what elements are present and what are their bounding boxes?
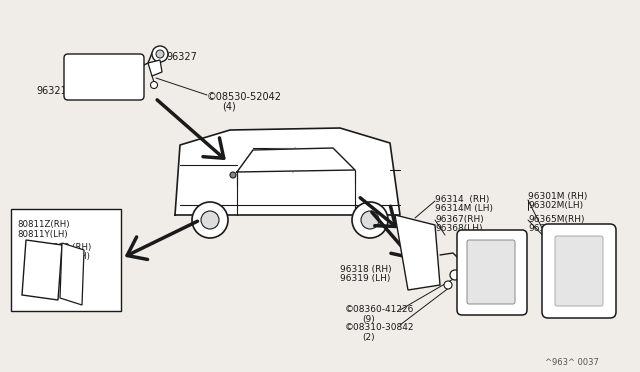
Polygon shape xyxy=(175,128,400,215)
Circle shape xyxy=(450,270,460,280)
Text: 96301M (RH): 96301M (RH) xyxy=(528,192,588,201)
Circle shape xyxy=(201,211,219,229)
Polygon shape xyxy=(60,243,84,305)
FancyBboxPatch shape xyxy=(11,209,121,311)
Circle shape xyxy=(192,202,228,238)
Text: 96368(LH): 96368(LH) xyxy=(435,224,483,233)
Text: 96327: 96327 xyxy=(166,52,197,62)
Text: (2): (2) xyxy=(362,333,374,342)
FancyBboxPatch shape xyxy=(467,240,515,304)
Text: 96314  (RH): 96314 (RH) xyxy=(435,195,490,204)
FancyBboxPatch shape xyxy=(457,230,527,315)
Text: (4): (4) xyxy=(222,101,236,111)
Text: ©08310-30842: ©08310-30842 xyxy=(345,323,415,332)
Circle shape xyxy=(156,50,164,58)
Text: 96318 (RH): 96318 (RH) xyxy=(340,265,392,274)
Text: (9): (9) xyxy=(362,315,375,324)
Text: 96365M(RH): 96365M(RH) xyxy=(528,215,584,224)
FancyBboxPatch shape xyxy=(64,54,144,100)
Text: 96314M (LH): 96314M (LH) xyxy=(435,204,493,213)
Text: ©08360-41226: ©08360-41226 xyxy=(345,305,414,314)
Polygon shape xyxy=(148,60,162,76)
Circle shape xyxy=(408,245,428,265)
Circle shape xyxy=(152,46,168,62)
Polygon shape xyxy=(237,148,355,172)
Text: 80811Z(RH): 80811Z(RH) xyxy=(17,220,70,229)
Polygon shape xyxy=(395,215,440,290)
Text: 80811Y(LH): 80811Y(LH) xyxy=(17,230,68,239)
Text: 96366M(LH): 96366M(LH) xyxy=(528,224,583,233)
Polygon shape xyxy=(22,240,62,300)
Circle shape xyxy=(352,202,388,238)
Text: 96367(RH): 96367(RH) xyxy=(435,215,484,224)
Circle shape xyxy=(30,248,38,256)
Text: ©08530-52042: ©08530-52042 xyxy=(207,92,282,102)
Text: 96302M(LH): 96302M(LH) xyxy=(528,201,583,210)
Circle shape xyxy=(150,81,157,89)
Text: 96321: 96321 xyxy=(36,86,67,96)
FancyBboxPatch shape xyxy=(542,224,616,318)
Text: 96319 (LH): 96319 (LH) xyxy=(340,274,390,283)
Circle shape xyxy=(230,172,236,178)
Text: ^963^ 0037: ^963^ 0037 xyxy=(545,358,599,367)
Circle shape xyxy=(361,211,379,229)
Circle shape xyxy=(30,280,38,288)
Text: 96318 (RH): 96318 (RH) xyxy=(42,243,92,252)
Circle shape xyxy=(30,264,38,272)
Circle shape xyxy=(444,281,452,289)
Circle shape xyxy=(413,250,423,260)
Text: 96319 (LH): 96319 (LH) xyxy=(42,252,90,261)
FancyBboxPatch shape xyxy=(555,236,603,306)
